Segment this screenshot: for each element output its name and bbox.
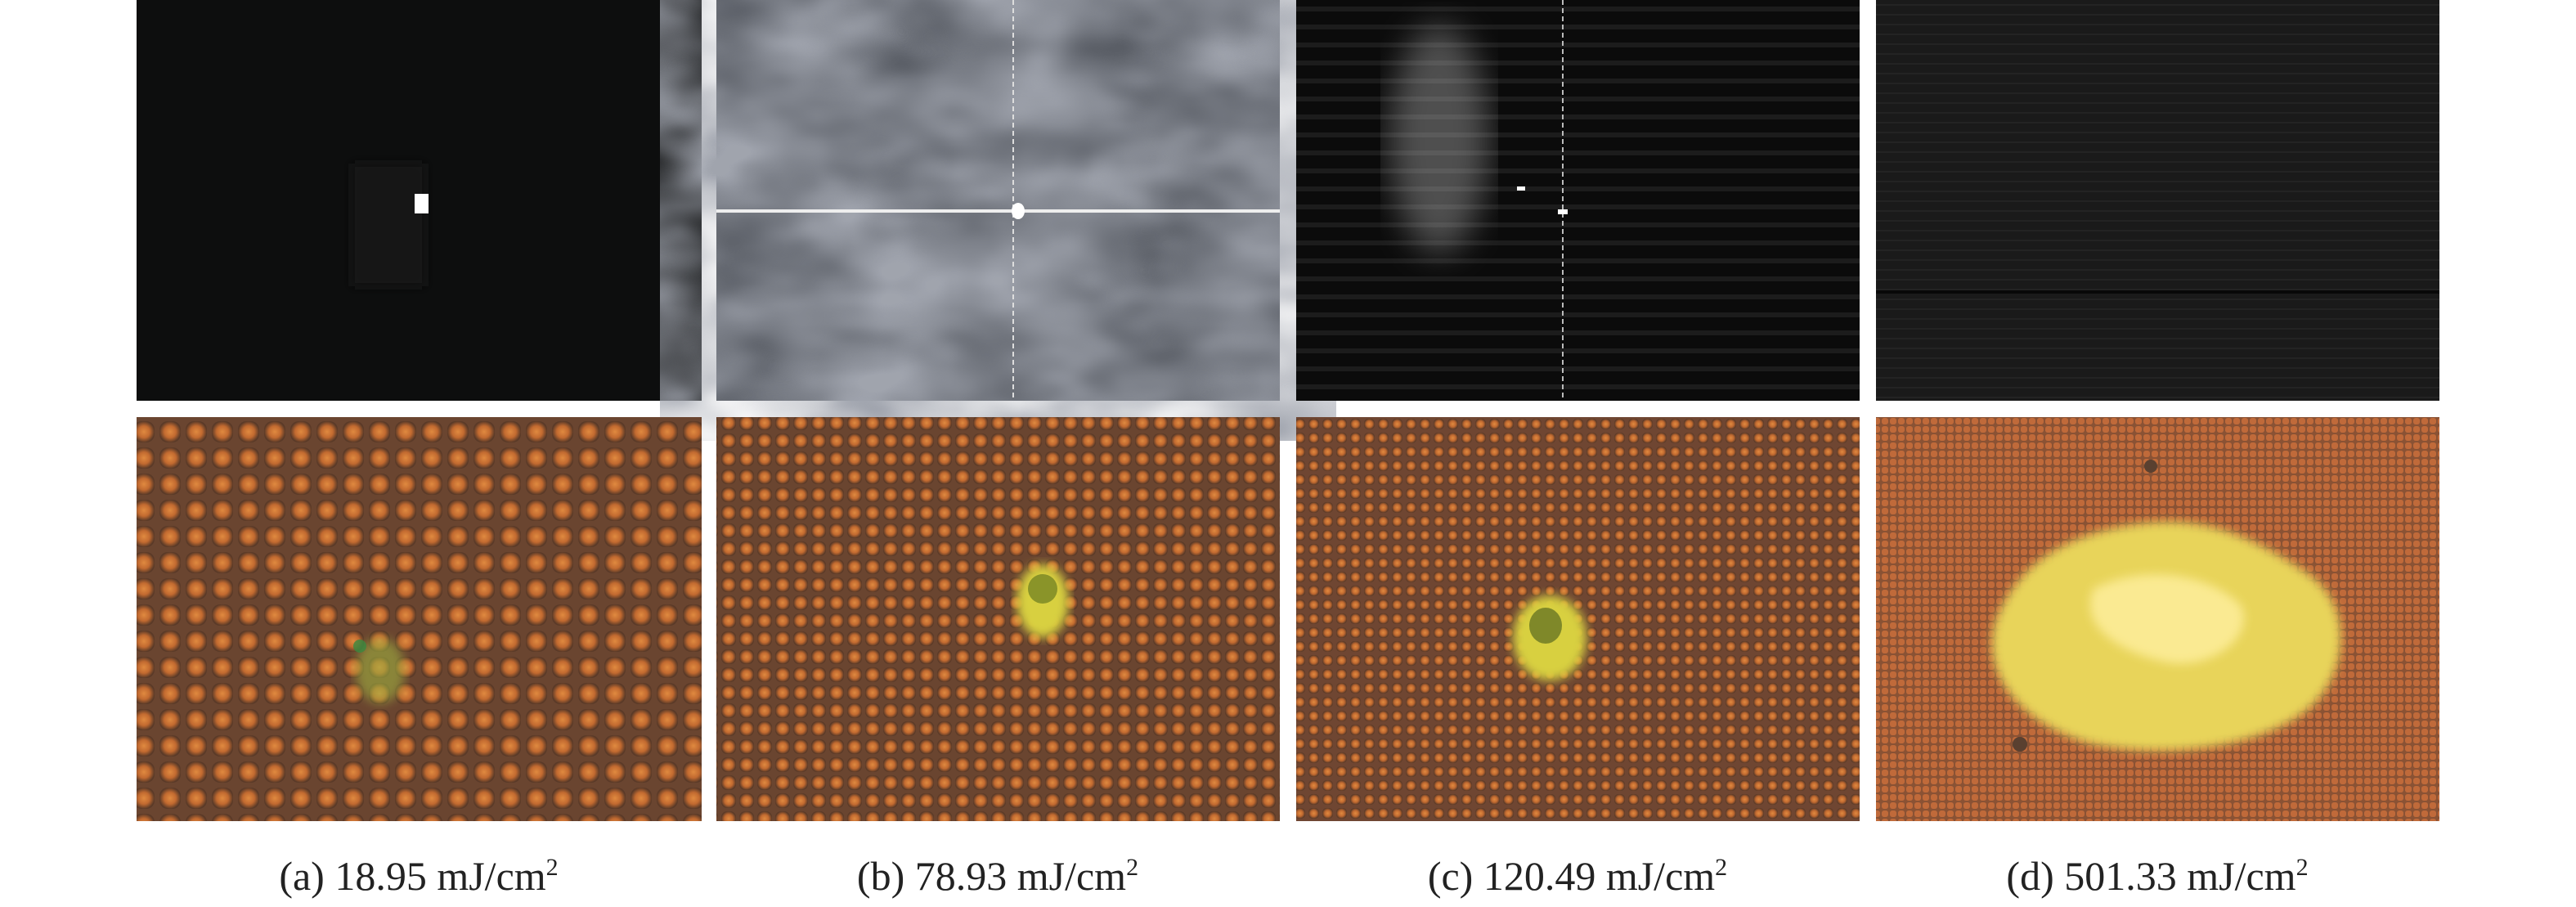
- caption-text: (c) 120.49 mJ/cm: [1428, 853, 1715, 899]
- panel-caption: (a) 18.95 mJ/cm2: [279, 853, 558, 899]
- panel-c-top: [1296, 0, 1860, 401]
- caption-text: (b) 78.93 mJ/cm: [857, 853, 1126, 899]
- caption-text: (a) 18.95 mJ/cm: [279, 853, 545, 899]
- caption-superscript: 2: [1715, 854, 1727, 881]
- panel-d-top: [1876, 0, 2439, 401]
- panel-a-bottom: [137, 417, 702, 821]
- panel-c-bottom: [1296, 417, 1860, 821]
- panel-caption: (b) 78.93 mJ/cm2: [857, 853, 1138, 899]
- panel-a-top: [137, 0, 702, 401]
- panel-d-bottom: [1876, 417, 2439, 821]
- panel-caption: (c) 120.49 mJ/cm2: [1428, 853, 1727, 899]
- caption-text: (d) 501.33 mJ/cm: [2006, 853, 2296, 899]
- caption-superscript: 2: [546, 854, 559, 881]
- caption-superscript: 2: [1126, 854, 1138, 881]
- caption-superscript: 2: [2296, 854, 2309, 881]
- panel-b-bottom: [716, 417, 1280, 821]
- panel-caption: (d) 501.33 mJ/cm2: [2006, 853, 2308, 899]
- panel-b-top: [716, 0, 1280, 401]
